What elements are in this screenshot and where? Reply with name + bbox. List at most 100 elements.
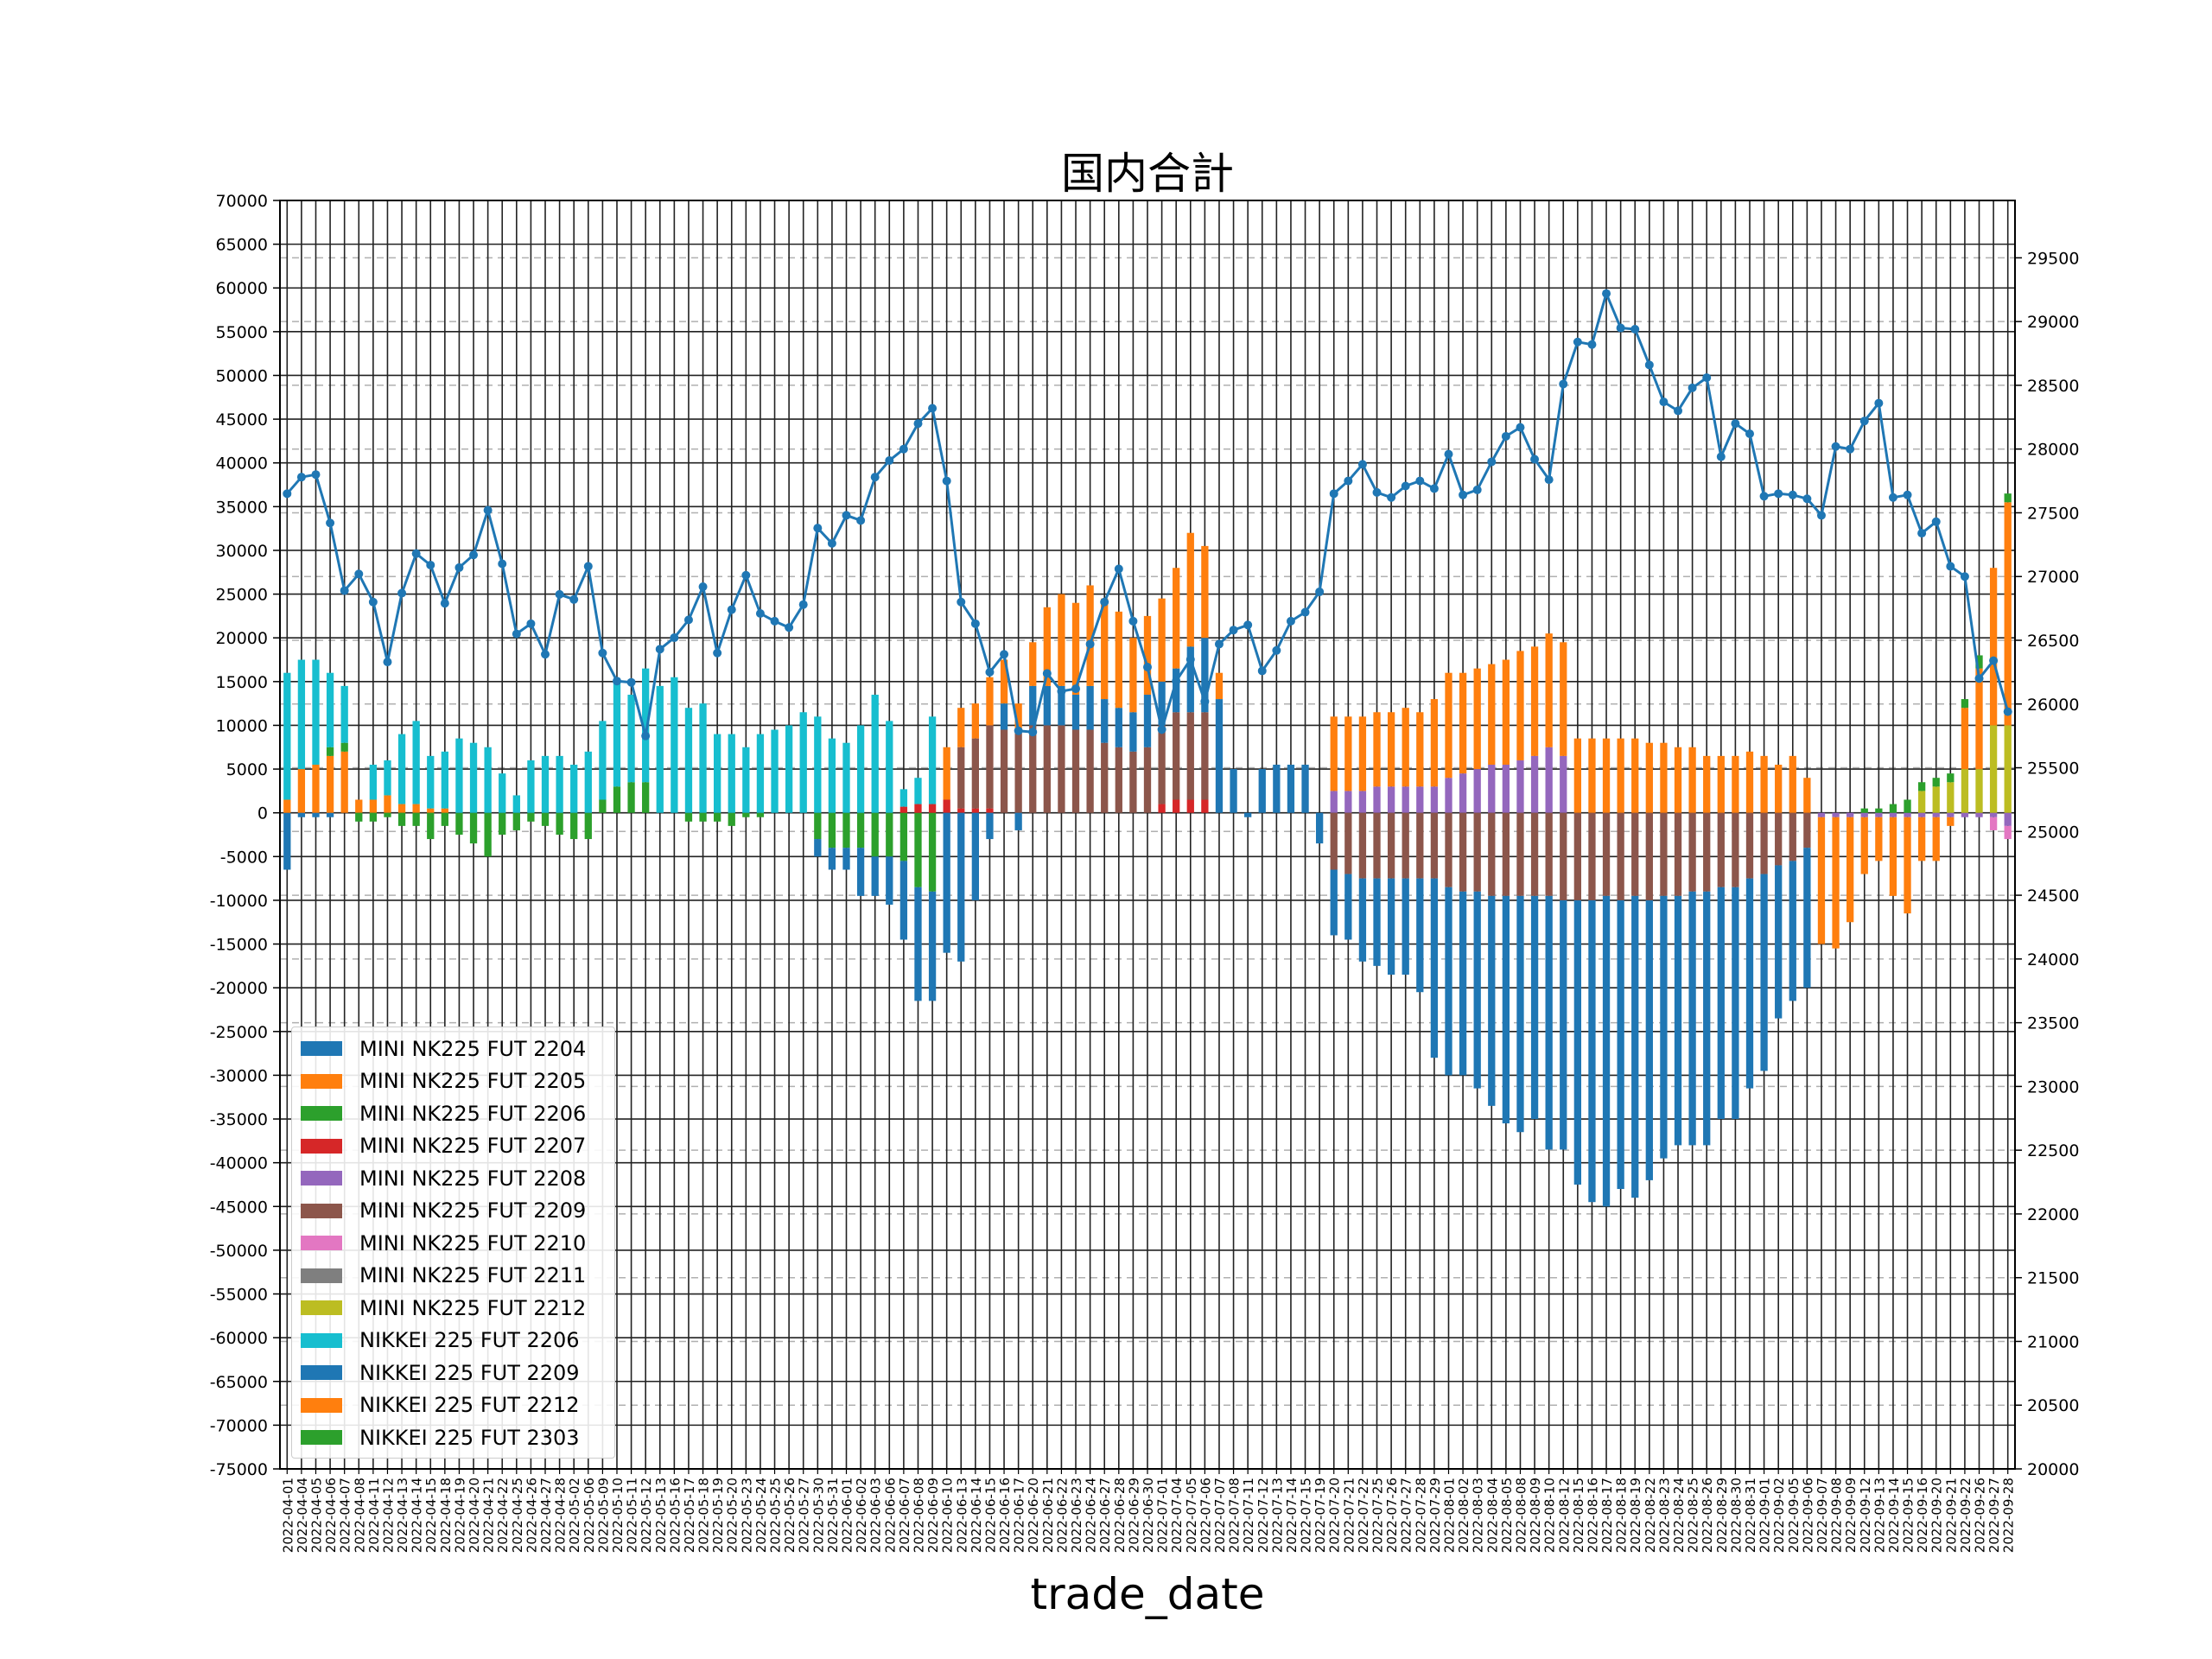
x-tick-label: 2022-06-14 <box>969 1478 984 1553</box>
x-tick-label: 2022-09-27 <box>1986 1478 2002 1553</box>
bar <box>369 812 378 822</box>
bar <box>427 808 435 813</box>
bar <box>1473 668 1481 770</box>
bar <box>469 742 478 813</box>
bar <box>1373 786 1381 813</box>
bar <box>1745 878 1754 1089</box>
bar <box>842 742 850 813</box>
bar <box>1445 887 1452 1076</box>
bar <box>899 812 908 861</box>
bar <box>1473 891 1481 1089</box>
bar <box>1917 812 1926 817</box>
bar <box>1560 755 1567 813</box>
legend-item: MINI NK225 FUT 2208 <box>292 1162 614 1195</box>
price-point <box>583 562 593 571</box>
bar <box>1301 765 1309 813</box>
price-point <box>1530 454 1540 464</box>
bar <box>1387 812 1395 879</box>
price-point <box>1688 383 1697 392</box>
bar <box>828 812 836 849</box>
bar <box>541 755 550 813</box>
bar <box>1961 769 1969 813</box>
bar <box>1832 812 1840 817</box>
x-tick-label: 2022-07-28 <box>1413 1478 1428 1553</box>
price-point <box>1100 597 1109 607</box>
x-axis-ticks: 2022-04-012022-04-042022-04-052022-04-06… <box>280 1469 2017 1553</box>
price-point <box>770 616 779 626</box>
price-point <box>283 489 292 499</box>
left-tick-label: -50000 <box>210 1242 268 1261</box>
bar <box>1201 638 1209 713</box>
legend-label: MINI NK225 FUT 2207 <box>359 1134 587 1159</box>
bar <box>1230 769 1237 813</box>
x-tick-label: 2022-06-08 <box>911 1478 926 1553</box>
bar <box>1273 765 1281 813</box>
bar <box>1703 891 1711 1146</box>
price-point <box>1831 442 1840 451</box>
legend-item: MINI NK225 FUT 2212 <box>292 1292 614 1325</box>
bar <box>1917 782 1926 791</box>
x-tick-label: 2022-05-26 <box>782 1478 798 1553</box>
bar <box>1115 611 1122 709</box>
price-point <box>655 645 664 654</box>
price-point <box>1659 397 1669 407</box>
bar <box>1745 751 1754 813</box>
x-tick-label: 2022-07-07 <box>1212 1478 1228 1553</box>
x-tick-label: 2022-06-07 <box>897 1478 912 1553</box>
bar <box>397 804 406 813</box>
left-tick-label: -10000 <box>210 892 268 911</box>
bar <box>1287 765 1295 813</box>
bar <box>1358 791 1367 813</box>
bar <box>1402 878 1409 975</box>
bar <box>397 812 406 826</box>
bar <box>1516 760 1524 813</box>
bar <box>1989 568 1998 726</box>
bar <box>1071 695 1080 730</box>
bar <box>1516 895 1524 1133</box>
left-tick-label: 60000 <box>216 279 268 298</box>
x-tick-label: 2022-08-17 <box>1599 1478 1615 1553</box>
price-point <box>1344 476 1353 486</box>
right-tick-label: 20000 <box>2027 1460 2079 1479</box>
bar <box>871 856 879 896</box>
price-point <box>957 597 966 607</box>
price-point <box>942 476 951 486</box>
right-axis-ticks: 20000 20500 21000 21500 22000 22500 23000 23500… <box>2015 249 2079 1479</box>
bar <box>1014 812 1022 830</box>
bar <box>1817 817 1826 944</box>
bar <box>828 738 836 813</box>
price-point <box>1085 639 1095 649</box>
price-point <box>1974 674 1984 683</box>
x-tick-label: 2022-05-23 <box>739 1478 754 1553</box>
bar <box>1717 755 1725 813</box>
bar <box>1416 812 1424 879</box>
bar <box>1860 808 1868 813</box>
price-point <box>785 623 794 632</box>
bar <box>1086 729 1094 813</box>
price-point <box>326 518 335 528</box>
bar <box>499 812 506 835</box>
bar <box>1545 747 1553 813</box>
left-tick-label: -45000 <box>210 1198 268 1217</box>
bar <box>1617 738 1624 813</box>
price-point <box>498 559 507 569</box>
left-tick-label: 5000 <box>226 760 268 779</box>
left-tick-label: -35000 <box>210 1110 268 1129</box>
x-tick-label: 2022-09-20 <box>1929 1478 1945 1553</box>
bar <box>1358 878 1367 962</box>
x-tick-label: 2022-09-02 <box>1771 1478 1787 1553</box>
bar <box>928 804 937 813</box>
price-point <box>541 650 550 659</box>
x-tick-label: 2022-04-04 <box>295 1478 310 1553</box>
x-tick-label: 2022-06-17 <box>1012 1478 1027 1553</box>
price-point <box>813 524 823 533</box>
bar <box>943 799 950 813</box>
bar <box>1674 895 1682 1146</box>
price-point <box>683 615 693 625</box>
x-tick-label: 2022-09-21 <box>1943 1478 1959 1553</box>
bar <box>1975 769 1983 813</box>
bar <box>469 812 478 844</box>
left-tick-label: 30000 <box>216 542 268 561</box>
x-tick-label: 2022-06-20 <box>1026 1478 1041 1553</box>
price-point <box>1429 484 1439 493</box>
